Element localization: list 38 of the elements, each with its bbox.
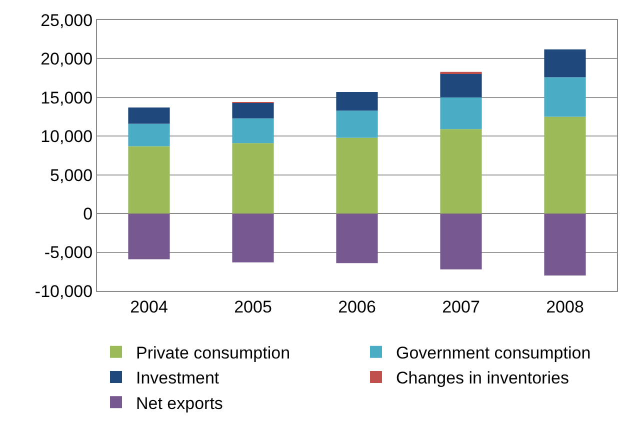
legend-label: Government consumption xyxy=(396,344,591,363)
y-tick-label: 10,000 xyxy=(40,127,93,146)
bar xyxy=(440,214,482,270)
bar xyxy=(544,116,586,214)
bar xyxy=(544,77,586,117)
bar xyxy=(440,129,482,214)
y-tick-label: 0 xyxy=(83,204,93,224)
bar xyxy=(336,138,378,214)
bar xyxy=(232,102,274,118)
bar xyxy=(128,107,170,124)
x-tick-label: 2006 xyxy=(338,297,376,316)
bar xyxy=(128,214,170,260)
y-tick-label: 15,000 xyxy=(40,88,93,108)
legend-label: Investment xyxy=(136,368,220,388)
y-tick-label: -10,000 xyxy=(34,282,93,301)
y-tick-label: 25,000 xyxy=(40,10,93,30)
x-tick-label: 2005 xyxy=(234,297,272,316)
bar xyxy=(544,49,586,78)
bar xyxy=(336,110,378,138)
bar xyxy=(544,214,586,276)
bar xyxy=(336,214,378,264)
y-tick-label: 20,000 xyxy=(40,50,93,69)
x-tick-label: 2004 xyxy=(130,297,168,316)
x-tick-label: 2008 xyxy=(546,297,584,316)
bar xyxy=(440,73,482,98)
legend-label: Net exports xyxy=(136,394,223,413)
bar xyxy=(128,146,170,214)
x-tick-label: 2007 xyxy=(442,297,480,316)
bar xyxy=(232,143,274,214)
bar xyxy=(128,124,170,146)
bar xyxy=(440,97,482,130)
y-tick-label: 5,000 xyxy=(50,166,93,185)
bar xyxy=(232,118,274,144)
bar xyxy=(336,92,378,111)
bar xyxy=(232,214,274,262)
y-tick-label: -5,000 xyxy=(44,243,93,262)
legend-label: Changes in inventories xyxy=(396,368,569,388)
legend-label: Private consumption xyxy=(136,344,290,363)
